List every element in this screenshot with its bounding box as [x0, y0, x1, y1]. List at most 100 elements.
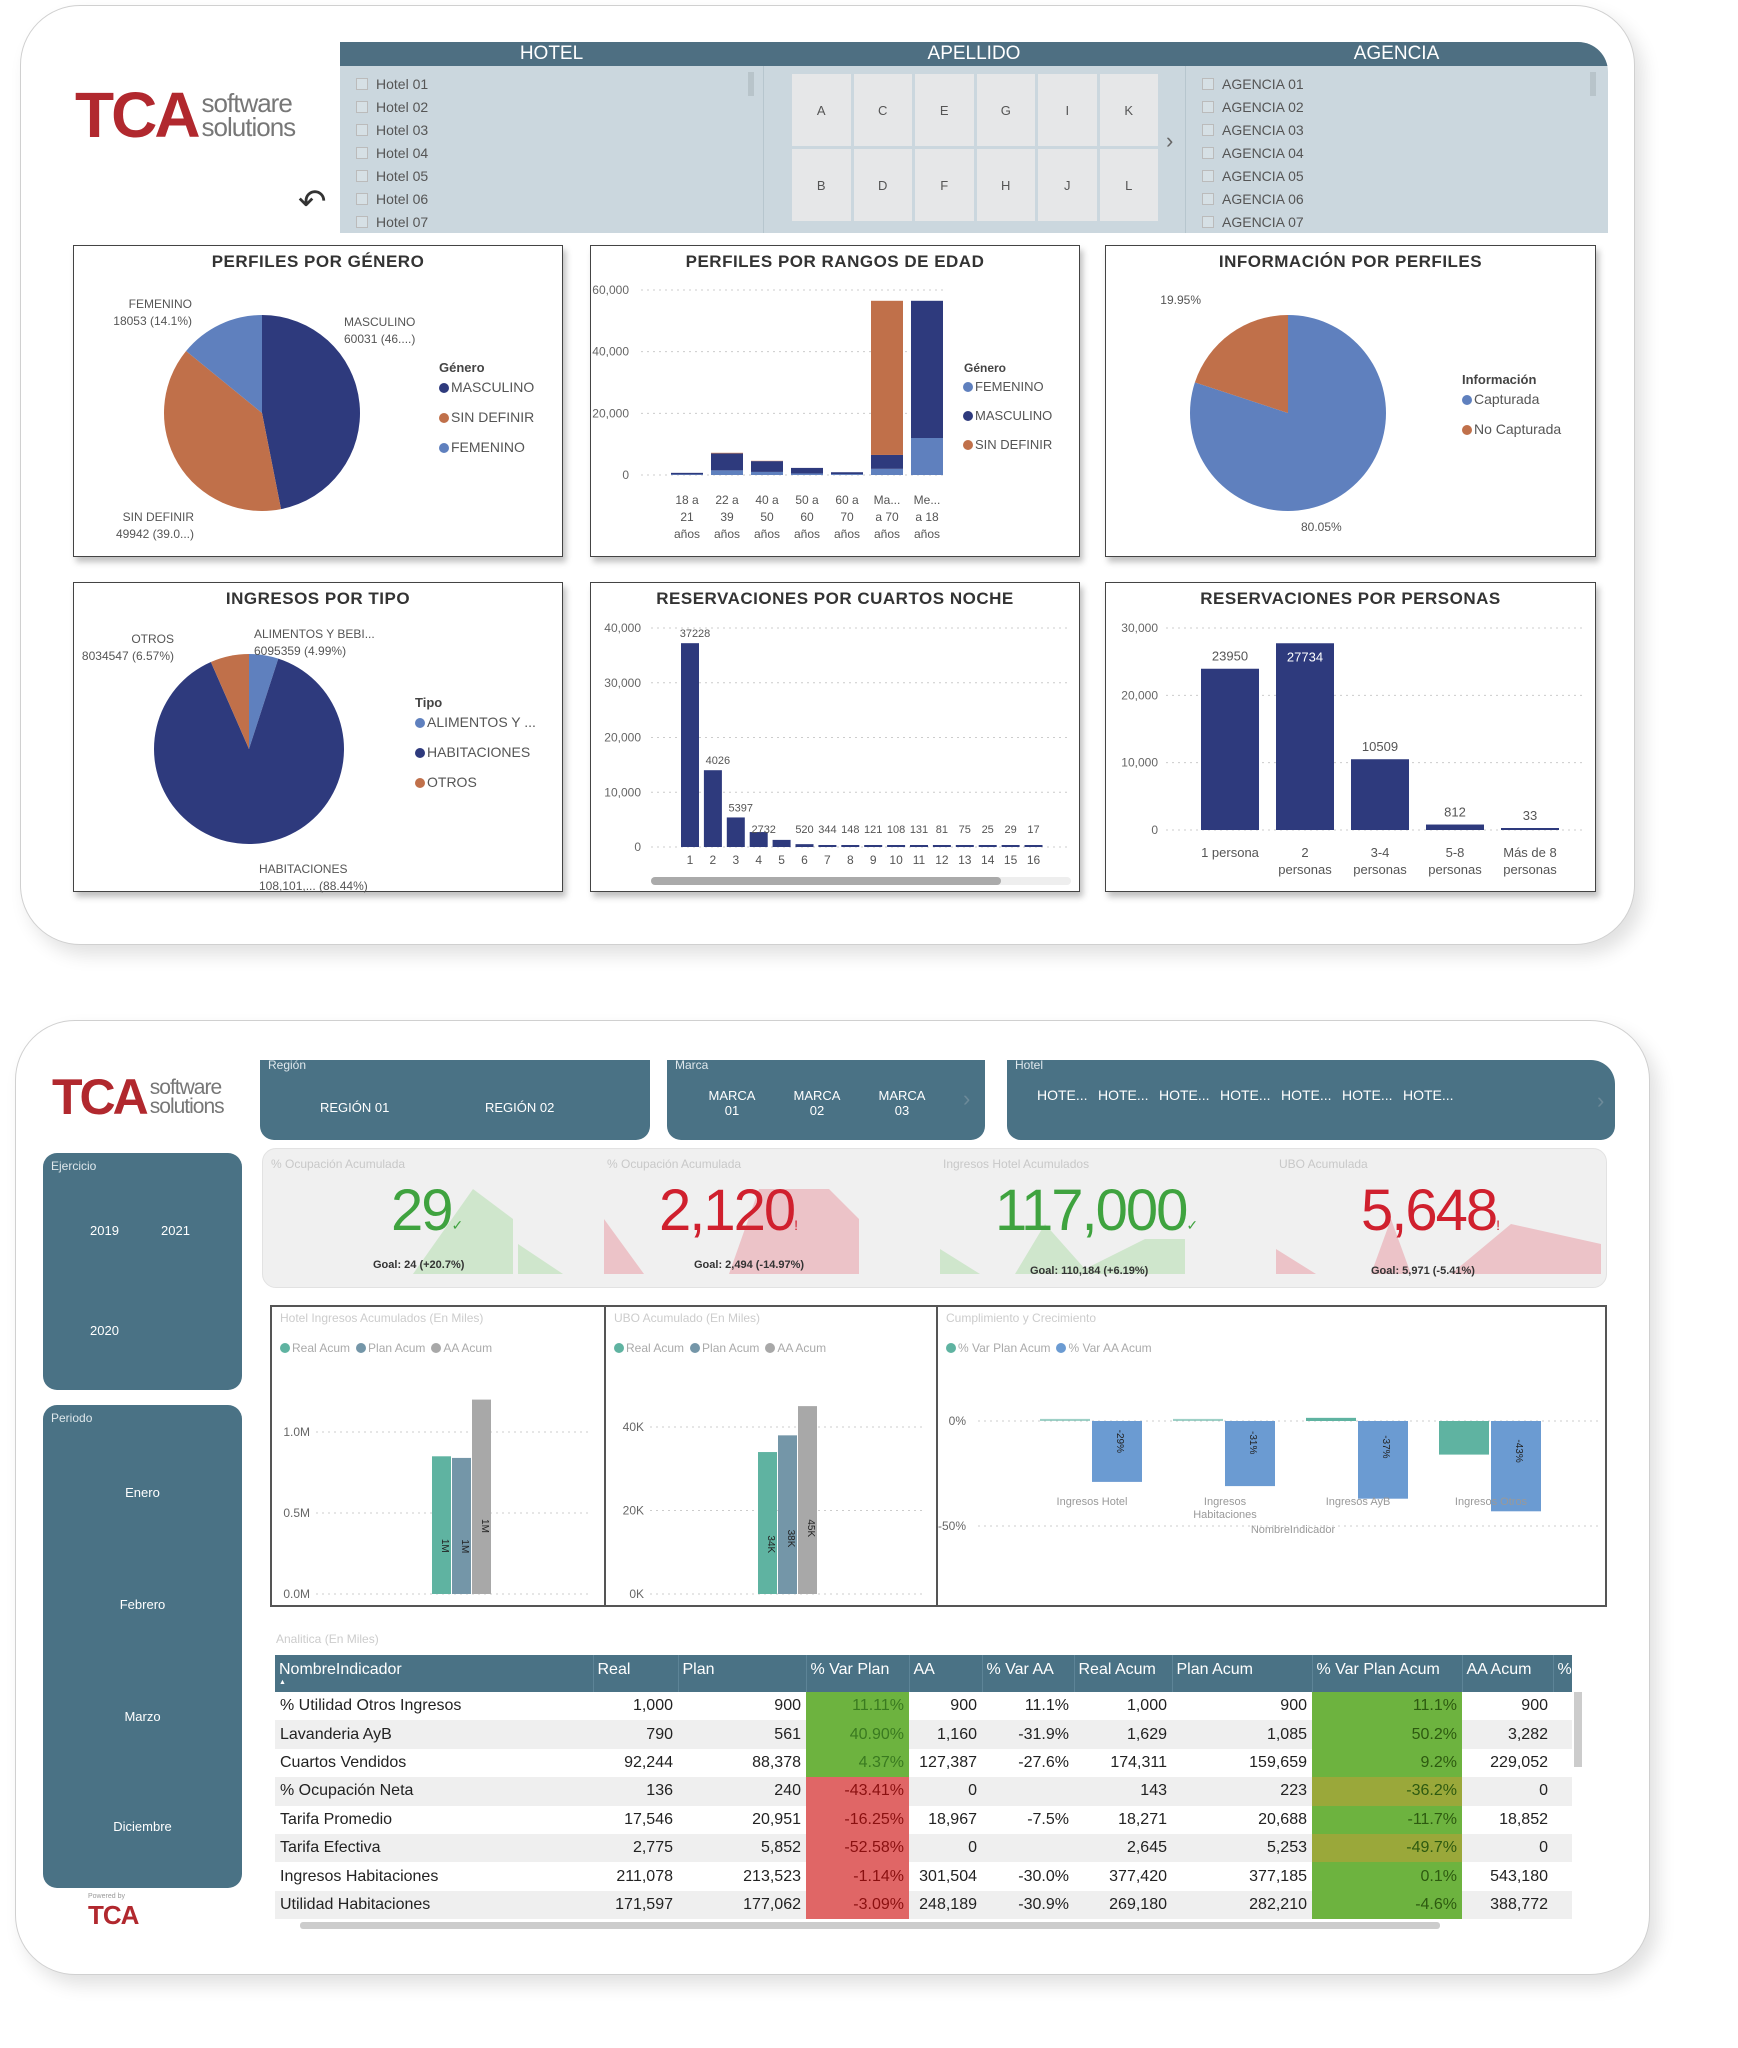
column-header[interactable]: AA Acum: [1462, 1655, 1554, 1692]
letter-button[interactable]: C: [853, 74, 912, 146]
x-tick-label: años: [754, 527, 780, 541]
period-item[interactable]: Febrero: [119, 1597, 166, 1612]
year-item[interactable]: 2019: [90, 1223, 119, 1238]
year-item[interactable]: 2021: [161, 1223, 190, 1238]
hotel-item[interactable]: HOTE...: [1281, 1087, 1332, 1103]
kpi-value: 2,120!: [659, 1178, 798, 1243]
hotel-slicer-scrollbar[interactable]: [748, 72, 754, 96]
table-vertical-scrollbar[interactable]: [1574, 1692, 1582, 1767]
checkbox[interactable]: [356, 146, 368, 159]
letter-button[interactable]: B: [792, 149, 851, 221]
checkbox[interactable]: [1202, 169, 1214, 182]
column-header[interactable]: NombreIndicador ▲: [275, 1655, 594, 1692]
column-header[interactable]: %: [1553, 1655, 1572, 1692]
marca-item[interactable]: MARCA 03: [878, 1088, 926, 1118]
table-cell: 561: [678, 1720, 806, 1749]
table-cell: 2,645: [1074, 1833, 1172, 1863]
table-cell: 0.1%: [1312, 1862, 1462, 1891]
checkbox[interactable]: [1202, 100, 1214, 113]
agencia-slicer-item[interactable]: AGENCIA 05: [1202, 164, 1304, 187]
letter-button[interactable]: J: [1038, 149, 1097, 221]
letter-button[interactable]: H: [976, 149, 1035, 221]
kpi-card: Ingresos Hotel Acumulados 117,000✓ Goal: 1…: [935, 1149, 1271, 1287]
letter-button[interactable]: A: [792, 74, 851, 146]
letter-button[interactable]: E: [915, 74, 974, 146]
checkbox[interactable]: [1202, 123, 1214, 136]
chevron-right-icon[interactable]: ›: [963, 1086, 971, 1111]
letter-button[interactable]: L: [1099, 149, 1158, 221]
hotel-item[interactable]: HOTE...: [1037, 1087, 1088, 1103]
chart-title: Cumplimiento y Crecimiento: [946, 1311, 1097, 1325]
agencia-slicer-scrollbar[interactable]: [1590, 72, 1596, 96]
column-header[interactable]: % Var Plan Acum: [1312, 1655, 1463, 1692]
marca-item[interactable]: MARCA 02: [793, 1088, 841, 1118]
chevron-right-icon[interactable]: ›: [1597, 1088, 1605, 1113]
agencia-slicer-item[interactable]: AGENCIA 02: [1202, 95, 1304, 118]
period-item[interactable]: Diciembre: [113, 1819, 172, 1834]
year-item[interactable]: 2020: [90, 1323, 119, 1338]
y-tick-label: -50%: [938, 1519, 966, 1533]
checkbox[interactable]: [356, 123, 368, 136]
agencia-slicer-item[interactable]: AGENCIA 03: [1202, 118, 1304, 141]
hotel-item[interactable]: HOTE...: [1342, 1087, 1393, 1103]
period-item[interactable]: Marzo: [124, 1709, 161, 1724]
hotel-slicer-item[interactable]: Hotel 07: [356, 210, 428, 233]
agencia-slicer-item[interactable]: AGENCIA 01: [1202, 72, 1304, 95]
checkbox[interactable]: [356, 100, 368, 113]
checkbox[interactable]: [1202, 192, 1214, 205]
checkbox[interactable]: [356, 215, 368, 228]
agencia-slicer-item[interactable]: AGENCIA 07: [1202, 210, 1304, 233]
sort-icon[interactable]: ▲: [279, 1679, 286, 1686]
hotel-slicer-item[interactable]: Hotel 06: [356, 187, 428, 210]
data-label: 81: [936, 824, 948, 836]
column-header[interactable]: % Var AA: [982, 1655, 1075, 1692]
column-header[interactable]: AA: [909, 1655, 983, 1692]
column-header[interactable]: % Var Plan: [806, 1655, 910, 1692]
table-cell: 17,546: [624, 1810, 673, 1828]
hotel-item[interactable]: HOTE...: [1403, 1087, 1454, 1103]
region-item[interactable]: REGIÓN 02: [485, 1100, 555, 1115]
slice-value-label: 18053 (14.1%): [113, 314, 192, 328]
hotel-slicer-item[interactable]: Hotel 01: [356, 72, 428, 95]
x-tick-label: personas: [1353, 862, 1407, 877]
table-horizontal-scrollbar[interactable]: [300, 1922, 1440, 1929]
letter-button[interactable]: K: [1099, 74, 1158, 146]
period-item[interactable]: Enero: [125, 1485, 160, 1500]
undo-icon[interactable]: ↶: [298, 183, 327, 221]
region-item[interactable]: REGIÓN 01: [320, 1100, 390, 1115]
chevron-right-icon[interactable]: ›: [1166, 128, 1174, 153]
hotel-item[interactable]: HOTE...: [1220, 1087, 1271, 1103]
hotel-slicer-item[interactable]: Hotel 04: [356, 141, 428, 164]
scrollbar-thumb[interactable]: [651, 877, 1001, 885]
hotel-slicer-item[interactable]: Hotel 05: [356, 164, 428, 187]
checkbox[interactable]: [356, 77, 368, 90]
column-header[interactable]: Plan Acum: [1172, 1655, 1313, 1692]
data-label: 1M: [459, 1539, 470, 1553]
checkbox[interactable]: [356, 192, 368, 205]
letter-button[interactable]: G: [976, 74, 1035, 146]
marca-item[interactable]: MARCA 01: [708, 1088, 756, 1118]
data-label: 17: [1027, 824, 1039, 836]
checkbox[interactable]: [1202, 77, 1214, 90]
hotel-item[interactable]: HOTE...: [1159, 1087, 1210, 1103]
hotel-slicer-item[interactable]: Hotel 03: [356, 118, 428, 141]
x-tick-label: 4: [755, 853, 762, 867]
checkbox[interactable]: [1202, 215, 1214, 228]
letter-button[interactable]: I: [1038, 74, 1097, 146]
checkbox[interactable]: [356, 169, 368, 182]
hotel-item[interactable]: HOTE...: [1098, 1087, 1149, 1103]
column-header[interactable]: Real Acum: [1074, 1655, 1173, 1692]
agencia-slicer-item[interactable]: AGENCIA 06: [1202, 187, 1304, 210]
agencia-slicer-item[interactable]: AGENCIA 04: [1202, 141, 1304, 164]
column-header[interactable]: Real: [593, 1655, 679, 1692]
checkbox[interactable]: [1202, 146, 1214, 159]
letter-button[interactable]: D: [853, 149, 912, 221]
hotel-slicer-item[interactable]: Hotel 02: [356, 95, 428, 118]
x-tick-label: personas: [1503, 862, 1557, 877]
letter-button[interactable]: F: [915, 149, 974, 221]
x-tick-label: Ma...: [874, 493, 901, 507]
bar: [864, 845, 883, 847]
column-header[interactable]: Plan: [678, 1655, 807, 1692]
bar: [1276, 643, 1334, 830]
bar-segment-masculino: [791, 467, 823, 474]
